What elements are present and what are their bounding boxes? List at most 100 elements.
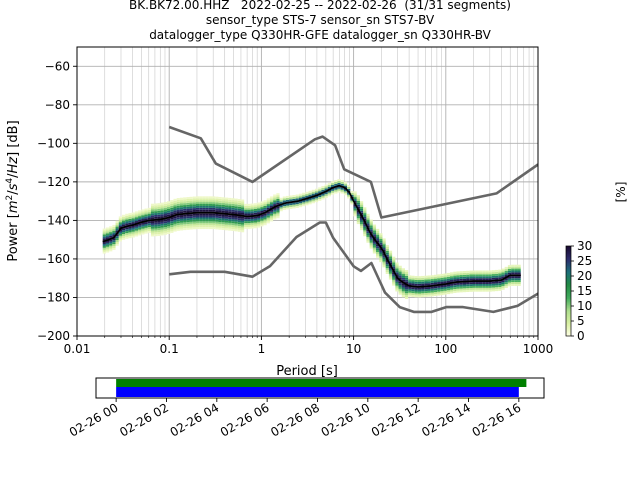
psd-cell: [163, 211, 168, 214]
psd-cell: [385, 248, 389, 251]
psd-cell: [134, 221, 139, 223]
psd-cell: [421, 277, 425, 280]
psd-cell: [154, 203, 158, 206]
psd-cell: [382, 253, 386, 256]
psd-cell: [305, 191, 309, 194]
psd-cell: [369, 236, 373, 239]
noise-model-nhnm: [168, 125, 538, 219]
psd-cell: [102, 238, 106, 241]
psd-cell: [231, 203, 235, 206]
psd-cell: [314, 198, 319, 201]
psd-cell: [466, 278, 470, 281]
psd-cell: [154, 230, 158, 233]
psd-cell: [285, 205, 290, 208]
psd-cell: [366, 223, 370, 226]
psd-cell: [160, 214, 164, 217]
psd-cell: [167, 220, 171, 223]
psd-cell: [244, 223, 248, 226]
psd-cell: [112, 246, 116, 248]
psd-cell: [163, 228, 168, 231]
psd-cell: [282, 196, 286, 199]
psd-cell: [160, 225, 164, 228]
psd-cell: [102, 242, 106, 244]
psd-cell: [186, 222, 190, 225]
psd-cell: [327, 190, 332, 193]
timeline-tick-label: 02-26 04: [168, 400, 222, 439]
psd-cell: [446, 280, 451, 283]
psd-cell: [163, 201, 168, 204]
psd-cell: [334, 189, 338, 192]
psd-cell: [192, 217, 196, 220]
psd-cell: [514, 272, 518, 275]
psd-cell: [228, 228, 232, 231]
psd-cell: [359, 203, 364, 206]
psd-cell: [356, 199, 360, 201]
colorbar-segment: [566, 319, 571, 322]
psd-cell: [421, 291, 425, 294]
psd-cell: [240, 226, 245, 229]
psd-cell: [105, 231, 110, 234]
psd-cell: [192, 225, 196, 228]
psd-cell: [343, 185, 348, 188]
psd-cell: [266, 219, 270, 222]
colorbar-segment: [566, 333, 571, 335]
psd-cell: [170, 207, 174, 210]
psd-cell: [369, 240, 373, 243]
psd-cell: [453, 277, 457, 280]
psd-cell: [115, 228, 119, 231]
psd-cell: [511, 280, 515, 283]
psd-cell: [240, 222, 245, 225]
psd-cell: [472, 276, 476, 279]
psd-cell: [257, 212, 261, 215]
psd-cell: [424, 291, 428, 294]
psd-cell: [459, 286, 463, 289]
psd-cell: [466, 284, 470, 287]
psd-cell: [498, 269, 502, 272]
psd-cell: [475, 287, 479, 290]
psd-cell: [121, 220, 126, 223]
psd-cell: [478, 282, 483, 284]
colorbar-tick-label: 10: [577, 299, 592, 313]
psd-cell: [443, 290, 447, 293]
psd-cell: [382, 240, 386, 243]
psd-cell: [109, 245, 113, 248]
psd-cell: [250, 203, 254, 206]
psd-cell: [273, 196, 277, 199]
title-line-datalogger: datalogger_type Q330HR-GFE datalogger_sn…: [149, 28, 491, 42]
psd-cell: [134, 234, 139, 237]
psd-cell: [183, 218, 187, 221]
psd-cell: [224, 222, 229, 225]
psd-cell: [150, 228, 155, 231]
psd-cell: [395, 289, 399, 292]
psd-cell: [138, 223, 142, 226]
psd-cell: [224, 205, 229, 208]
psd-cell: [427, 277, 431, 280]
y-tick-label: −140: [37, 213, 70, 227]
psd-cell: [105, 244, 110, 247]
psd-cell: [430, 290, 434, 293]
psd-cell: [437, 276, 441, 279]
psd-cell: [260, 224, 264, 227]
psd-cell: [105, 227, 110, 230]
psd-cell: [144, 214, 148, 217]
psd-cell: [228, 226, 232, 229]
psd-cell: [247, 219, 251, 222]
psd-cell: [517, 280, 521, 283]
psd-cell: [128, 232, 132, 235]
psd-cell: [472, 274, 476, 277]
psd-cell: [321, 189, 325, 192]
psd-cell: [112, 232, 116, 235]
psd-cell: [363, 232, 367, 235]
psd-cell: [189, 204, 193, 207]
psd-cell: [450, 278, 454, 281]
psd-cell: [472, 287, 476, 290]
psd-cell: [488, 272, 492, 275]
psd-cell: [433, 278, 438, 281]
psd-cell: [495, 273, 499, 276]
psd-cell: [263, 202, 267, 205]
x-tick-label: 0.1: [160, 342, 179, 356]
psd-cell: [128, 226, 132, 229]
psd-cell: [388, 275, 393, 278]
psd-cell: [237, 216, 241, 219]
psd-cell: [231, 211, 235, 214]
